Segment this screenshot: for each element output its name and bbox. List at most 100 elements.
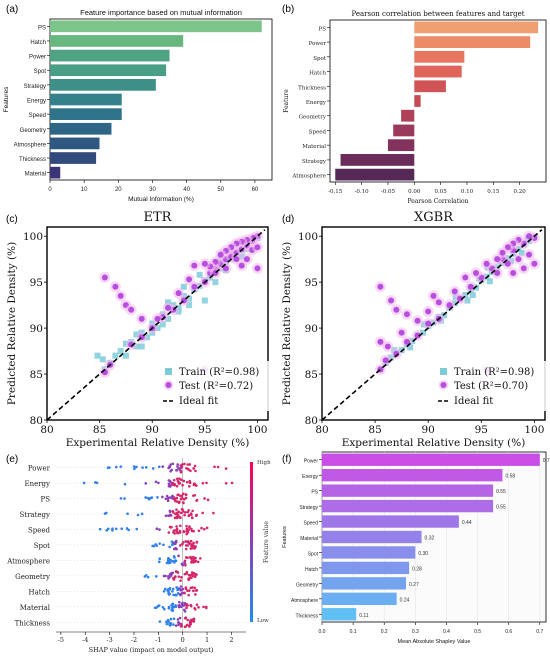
test-point — [526, 251, 533, 258]
shap-point — [167, 574, 170, 578]
shap-point — [180, 602, 184, 606]
feature-label: Atmosphere — [6, 557, 50, 565]
x-axis-label: Experimental Relative Density (%) — [66, 437, 250, 449]
shap-point — [184, 547, 188, 551]
shap-point — [166, 497, 170, 500]
feature-label: Power — [28, 465, 51, 473]
shap-point — [170, 608, 174, 612]
shap-point — [172, 617, 176, 621]
train-point — [133, 331, 140, 338]
shap-point — [167, 592, 170, 595]
test-point — [138, 315, 145, 322]
shap-point — [170, 603, 174, 606]
shap-point — [168, 587, 172, 590]
train-point — [407, 344, 414, 351]
shap-point — [175, 477, 179, 481]
shap-point — [156, 495, 159, 499]
shap-point — [179, 579, 182, 582]
category-label: Speed — [304, 521, 319, 527]
shap-point — [95, 481, 99, 485]
panel-letter: (d) — [282, 214, 294, 225]
x-tick-label: 0.4 — [443, 629, 450, 635]
test-point — [101, 274, 108, 281]
shap-point — [194, 514, 198, 517]
feature-label: Thickness — [15, 619, 51, 627]
shap-point — [171, 543, 174, 547]
panel-letter: (c) — [6, 214, 18, 225]
x-tick-label: -2 — [131, 636, 137, 644]
category-label: Material — [25, 172, 46, 178]
category-label: Hatch — [30, 40, 46, 46]
test-point — [462, 274, 469, 281]
shap-point — [158, 542, 161, 545]
x-tick-label: 0 — [48, 187, 52, 193]
test-point — [243, 256, 250, 263]
shap-point — [178, 616, 182, 620]
shap-point — [182, 492, 185, 496]
shap-point — [181, 483, 184, 487]
test-point — [425, 320, 432, 327]
shap-point — [179, 497, 183, 501]
test-point — [233, 256, 240, 263]
shap-point — [190, 604, 193, 608]
shap-point — [111, 529, 114, 532]
shap-point — [170, 606, 174, 610]
shap-point — [168, 545, 171, 549]
colorbar — [250, 462, 253, 622]
shap-point — [170, 571, 173, 575]
x-tick-label: 30 — [149, 187, 156, 193]
train-point — [165, 315, 172, 322]
shap-point — [181, 501, 185, 504]
shap-point — [176, 463, 180, 466]
colorbar-high-label: High — [257, 460, 271, 466]
shap-point — [170, 525, 173, 529]
shap-point — [179, 589, 183, 592]
train-point — [518, 249, 525, 256]
shap-point — [186, 544, 190, 547]
bar-atmosphere — [322, 592, 397, 605]
shap-point — [212, 511, 215, 515]
value-label: 0.28 — [412, 566, 422, 572]
shap-point — [144, 574, 148, 577]
test-point — [467, 283, 474, 290]
feature-label: Hatch — [28, 588, 50, 596]
shap-point — [180, 465, 184, 469]
category-label: PS — [38, 25, 46, 31]
shap-point — [188, 463, 192, 466]
category-label: Power — [304, 459, 319, 465]
shap-point — [178, 531, 182, 534]
shap-point — [164, 497, 168, 501]
shap-point — [187, 514, 190, 518]
test-point — [398, 329, 405, 336]
shap-point — [119, 497, 123, 500]
x-tick-label: 20 — [115, 187, 122, 193]
shap-point — [194, 593, 197, 596]
category-label: Material — [302, 144, 326, 150]
x-axis-label: Mutual Information (%) — [128, 196, 194, 203]
shap-point — [163, 607, 166, 611]
test-point — [510, 269, 517, 276]
shap-point — [119, 465, 123, 468]
value-label: 0.30 — [418, 551, 428, 557]
shap-point — [196, 560, 200, 564]
x-axis-label: Pearson Correlation — [407, 198, 468, 205]
bar-material — [387, 139, 415, 152]
category-label: Strategy — [299, 505, 318, 511]
train-point — [486, 278, 493, 285]
shap-point — [172, 576, 175, 580]
test-point — [403, 311, 410, 318]
shap-point — [179, 593, 182, 597]
shap-point — [168, 510, 172, 514]
y-axis-label: Features — [3, 86, 10, 112]
shap-point — [175, 529, 179, 533]
shap-point — [186, 510, 190, 514]
chart-panel-e: Power Energy PS Strategy Speed Spot Atmosphere… — [6, 458, 271, 654]
train-point — [99, 356, 106, 363]
chart-title: ETR — [144, 210, 173, 225]
bar-hatch — [50, 35, 184, 47]
shap-point — [189, 557, 193, 560]
x-tick-label: 95 — [198, 424, 211, 436]
shap-point — [187, 468, 191, 471]
shap-point — [180, 575, 183, 579]
